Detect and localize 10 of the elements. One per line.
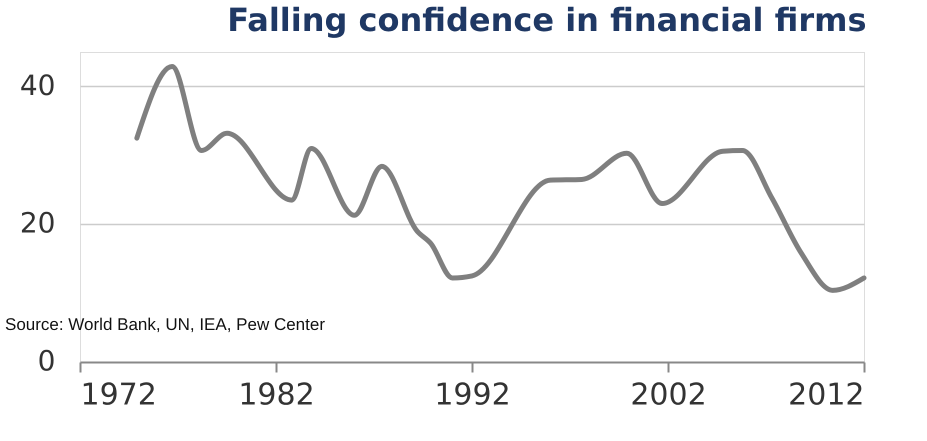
x-tick-label: 1972 <box>80 378 157 412</box>
x-tick-label: 1982 <box>238 378 315 412</box>
y-tick-label: 20 <box>20 206 56 240</box>
chart-title: Falling confidence in financial firms <box>227 1 866 39</box>
y-tick-label: 40 <box>20 68 56 102</box>
x-tick-label: 2012 <box>788 378 864 412</box>
x-tick-label: 1992 <box>434 378 511 412</box>
annotation: Source: World Bank, UN, IEA, Pew Center <box>5 315 326 334</box>
y-tick-label: 0 <box>38 344 56 378</box>
x-tick-label: 2002 <box>630 378 707 412</box>
